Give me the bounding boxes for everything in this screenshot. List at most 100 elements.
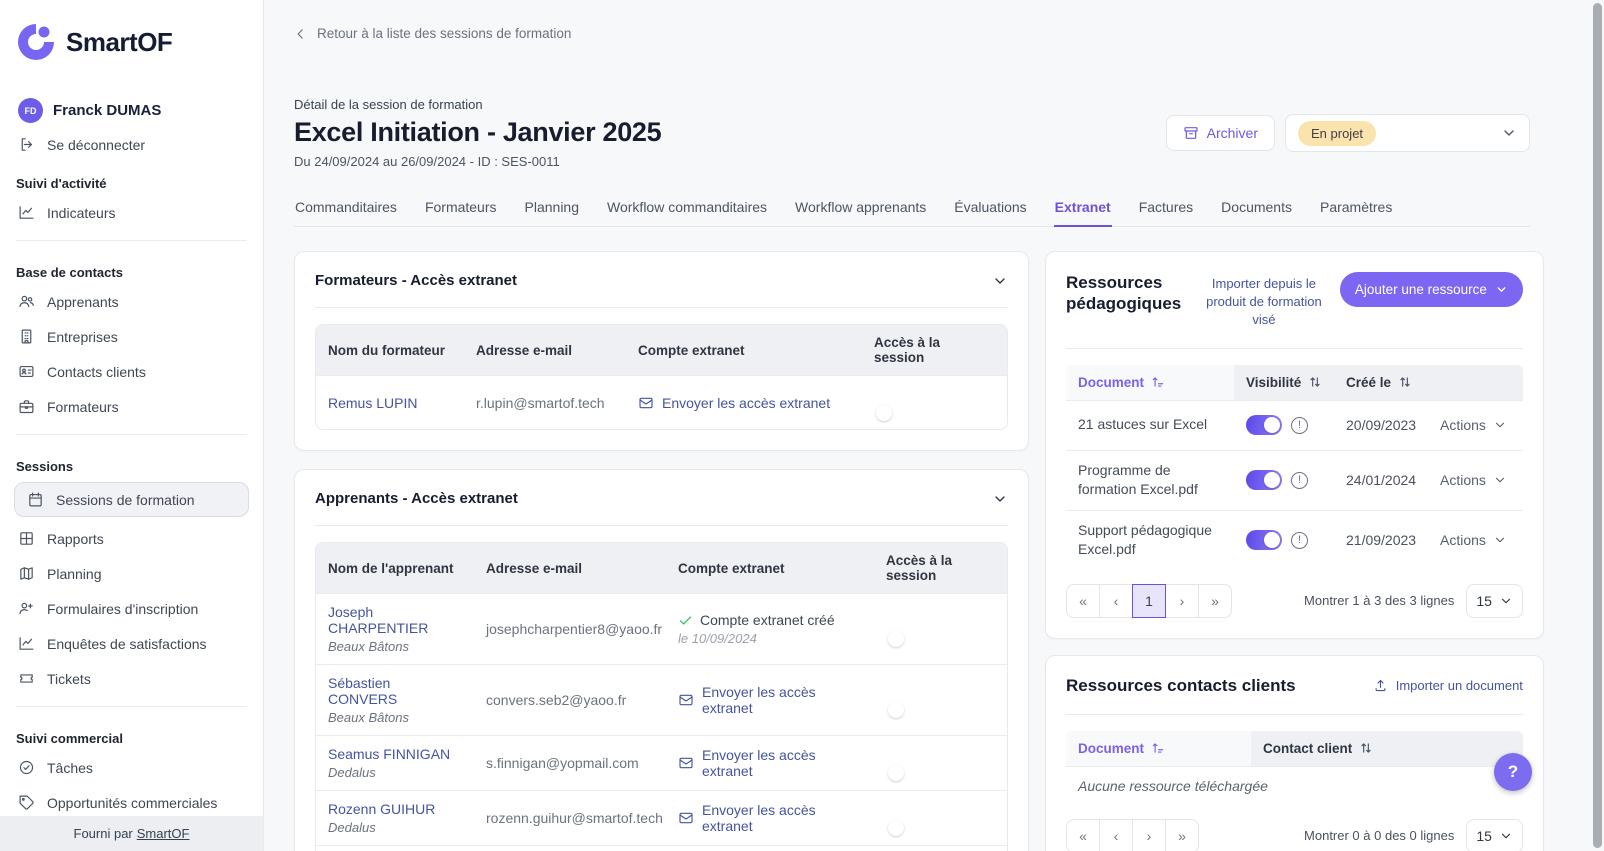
column-header-contact[interactable]: Contact client [1251, 731, 1523, 766]
status-select[interactable]: En projet [1285, 114, 1530, 152]
info-icon[interactable]: ! [1291, 531, 1308, 549]
grid-icon [18, 530, 35, 547]
last-page-button[interactable]: » [1198, 583, 1232, 618]
vertical-scrollbar[interactable] [1593, 3, 1602, 848]
page-size-select[interactable]: 15 [1466, 818, 1523, 851]
previous-page-button[interactable]: ‹ [1099, 818, 1133, 851]
tab-documents[interactable]: Documents [1221, 199, 1292, 215]
page-number-button[interactable]: 1 [1132, 583, 1166, 618]
apprenant-company: Dedalus [328, 820, 376, 835]
archive-button[interactable]: Archiver [1165, 115, 1275, 151]
sidebar-footer: Fourni par SmartOF [0, 816, 263, 851]
page-title: Excel Initiation - Janvier 2025 [294, 117, 662, 147]
column-header: Accès à la session [886, 553, 953, 583]
first-page-button[interactable]: « [1066, 583, 1100, 618]
resources-contacts-clients-panel: Ressources contacts clients Importer un … [1045, 654, 1544, 851]
sidebar-item-sessions-de-formation[interactable]: Sessions de formation [14, 482, 249, 517]
tab-planning[interactable]: Planning [524, 199, 580, 215]
actions-dropdown[interactable]: Actions [1440, 472, 1511, 488]
sidebar-item-rapports[interactable]: Rapports [0, 521, 263, 556]
map-icon [18, 565, 35, 582]
tab-extranet[interactable]: Extranet [1053, 193, 1112, 227]
sidebar-item-tickets[interactable]: Tickets [0, 661, 263, 696]
formateur-email: r.lupin@smartof.tech [476, 394, 605, 411]
apprenant-name-link[interactable]: Seamus FINNIGAN [328, 746, 451, 762]
sidebar-item-indicateurs[interactable]: Indicateurs [0, 195, 263, 230]
help-button[interactable]: ? [1494, 753, 1532, 791]
import-from-product-link[interactable]: Importer depuis le produit de formation … [1206, 276, 1322, 328]
tab-formateurs[interactable]: Formateurs [424, 199, 497, 215]
tab-factures[interactable]: Factures [1138, 199, 1194, 215]
divider [1066, 347, 1523, 349]
last-page-button[interactable]: » [1165, 818, 1199, 851]
formateur-name-link[interactable]: Remus LUPIN [328, 394, 418, 411]
sort-icon [1398, 375, 1412, 389]
sidebar-item-taches[interactable]: Tâches [0, 750, 263, 785]
add-resource-button[interactable]: Ajouter une ressource [1339, 272, 1523, 307]
chevron-down-icon [1495, 283, 1508, 296]
logout-label: Se déconnecter [47, 136, 146, 153]
tab-workflow-commanditaires[interactable]: Workflow commanditaires [607, 199, 768, 215]
sidebar-item-label: Opportunités commerciales [47, 794, 218, 811]
footer-smartof-link[interactable]: SmartOF [136, 826, 190, 841]
avatar: FD [18, 98, 43, 123]
actions-dropdown[interactable]: Actions [1440, 417, 1511, 433]
sidebar-item-formulaires-inscription[interactable]: Formulaires d'inscription [0, 591, 263, 626]
sort-icon [1359, 741, 1373, 755]
send-extranet-access-link[interactable]: Envoyer les accès extranet [678, 802, 862, 834]
divider [16, 706, 247, 707]
formateurs-table: Nom du formateur Adresse e-mail Compte e… [315, 324, 1008, 430]
divider [1066, 713, 1523, 715]
sidebar-item-apprenants[interactable]: Apprenants [0, 284, 263, 319]
column-header-created[interactable]: Créé le [1334, 365, 1428, 400]
app-logo[interactable]: SmartOF [0, 0, 263, 72]
collapse-chevron-icon[interactable] [992, 273, 1008, 289]
collapse-chevron-icon[interactable] [992, 491, 1008, 507]
first-page-button[interactable]: « [1066, 818, 1100, 851]
apprenant-name-link[interactable]: Rozenn GUIHUR [328, 801, 436, 817]
pagination: « ‹ 1 › » Montrer 1 à 3 des 3 lignes 15 [1066, 583, 1523, 618]
sidebar-item-formateurs[interactable]: Formateurs [0, 389, 263, 424]
apprenant-name-link[interactable]: Sébastien CONVERS [328, 675, 398, 707]
logout-button[interactable]: Se déconnecter [0, 127, 263, 162]
tab-parametres[interactable]: Paramètres [1319, 199, 1393, 215]
sidebar-item-planning[interactable]: Planning [0, 556, 263, 591]
send-extranet-access-link[interactable]: Envoyer les accès extranet [678, 684, 862, 716]
import-document-link[interactable]: Importer un document [1373, 678, 1523, 693]
sidebar-item-contacts-clients[interactable]: Contacts clients [0, 354, 263, 389]
column-header-document[interactable]: Document [1066, 730, 1251, 766]
sidebar-item-label: Contacts clients [47, 363, 146, 380]
briefcase-icon [18, 398, 35, 415]
pagination-summary: Montrer 0 à 0 des 0 lignes [1304, 828, 1455, 844]
next-page-button[interactable]: › [1165, 583, 1199, 618]
chevron-down-icon [1493, 473, 1507, 487]
visibility-toggle[interactable] [1246, 530, 1282, 551]
send-extranet-access-link[interactable]: Envoyer les accès extranet [678, 747, 862, 779]
sort-ascending-icon [1151, 375, 1165, 389]
tab-workflow-apprenants[interactable]: Workflow apprenants [795, 199, 927, 215]
column-header-document[interactable]: Document [1066, 364, 1234, 400]
back-link[interactable]: Retour à la liste des sessions de format… [294, 26, 571, 41]
sidebar-item-label: Formateurs [47, 398, 119, 415]
tab-commanditaires[interactable]: Commanditaires [295, 199, 397, 215]
divider [16, 240, 247, 241]
sidebar-item-entreprises[interactable]: Entreprises [0, 319, 263, 354]
visibility-toggle[interactable] [1246, 470, 1282, 491]
apprenant-company: Beaux Bâtons [328, 639, 409, 654]
sidebar-item-opportunites[interactable]: Opportunités commerciales [0, 785, 263, 820]
info-icon[interactable]: ! [1291, 471, 1308, 489]
apprenant-name-link[interactable]: Joseph CHARPENTIER [328, 604, 429, 636]
send-extranet-access-link[interactable]: Envoyer les accès extranet [638, 395, 850, 411]
sidebar-item-enquetes[interactable]: Enquêtes de satisfactions [0, 626, 263, 661]
next-page-button[interactable]: › [1132, 818, 1166, 851]
previous-page-button[interactable]: ‹ [1099, 583, 1133, 618]
document-name: Programme de formation Excel.pdf [1078, 461, 1198, 498]
info-icon[interactable]: ! [1291, 416, 1308, 434]
page-size-select[interactable]: 15 [1466, 583, 1523, 618]
tab-evaluations[interactable]: Évaluations [954, 199, 1027, 215]
visibility-toggle[interactable] [1246, 415, 1282, 436]
column-header-visibility[interactable]: Visibilité [1234, 365, 1334, 400]
user-row: FD Franck DUMAS [0, 72, 263, 127]
tag-icon [18, 794, 35, 811]
actions-dropdown[interactable]: Actions [1440, 532, 1511, 548]
